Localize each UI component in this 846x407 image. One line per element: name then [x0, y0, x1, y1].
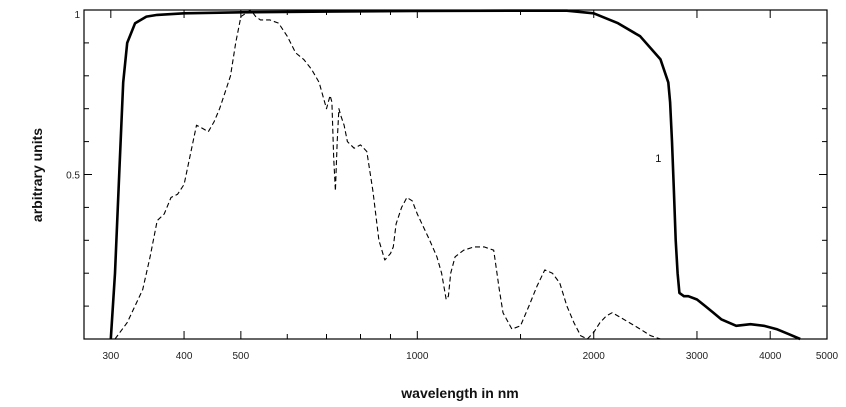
x-tick-label: 400: [176, 351, 193, 362]
tick-labels: 300 400 500 1000 2000 3000 4000 5000 0.5 1: [66, 10, 838, 362]
x-tick-label: 5000: [816, 351, 839, 362]
y-axis-title: arbitrary units: [29, 128, 45, 222]
series-dashed-line: [114, 9, 661, 340]
series-group: [109, 9, 801, 341]
x-axis-title: wavelength in nm: [400, 385, 518, 401]
plot-frame: [83, 9, 828, 340]
x-tick-label: 4000: [759, 351, 782, 362]
x-tick-label: 1000: [406, 351, 429, 362]
curve-label: 1: [655, 153, 661, 165]
y-tick-label: 0.5: [66, 171, 80, 182]
x-tick-label: 3000: [686, 351, 709, 362]
x-tick-label: 300: [102, 351, 119, 362]
x-tick-label: 500: [233, 351, 250, 362]
series-solid-line: [109, 9, 801, 341]
ticks: [84, 10, 828, 339]
y-tick-label: 1: [74, 10, 80, 21]
x-tick-label: 2000: [583, 351, 606, 362]
annotations: 1: [655, 153, 661, 165]
